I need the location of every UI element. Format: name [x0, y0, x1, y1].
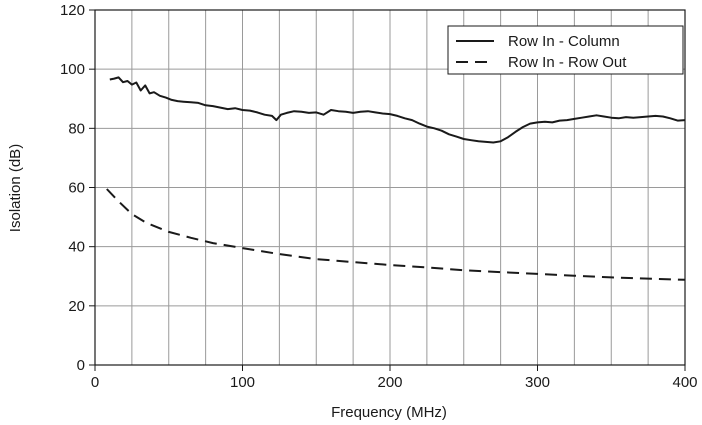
- y-tick-label: 100: [60, 61, 85, 78]
- legend: Row In - Column Row In - Row Out: [447, 25, 684, 75]
- series-layer: [106, 76, 686, 281]
- x-tick-label: 400: [672, 374, 697, 391]
- y-tick-label: 60: [68, 180, 85, 197]
- legend-entry-row-in-column: Row In - Column: [508, 33, 620, 50]
- legend-box: [447, 25, 684, 75]
- y-tick-label: 40: [68, 239, 85, 256]
- y-tick-label: 80: [68, 120, 85, 137]
- series-line-row-in-column: [109, 76, 686, 144]
- y-tick-label: 0: [77, 357, 85, 374]
- series-line-row-in-row-out: [106, 188, 686, 281]
- x-tick-label: 200: [377, 374, 402, 391]
- x-tick-label: 300: [525, 374, 550, 391]
- y-axis-label: Isolation (dB): [7, 144, 24, 232]
- y-tick-label: 120: [60, 2, 85, 19]
- x-tick-label: 100: [230, 374, 255, 391]
- legend-entry-row-in-row-out: Row In - Row Out: [508, 54, 627, 71]
- y-tick-label: 20: [68, 298, 85, 315]
- ticks: 0 100 200 300 400 0 20 40 60 80 100 120: [60, 2, 698, 391]
- x-axis-label: Frequency (MHz): [331, 404, 447, 421]
- x-tick-label: 0: [91, 374, 99, 391]
